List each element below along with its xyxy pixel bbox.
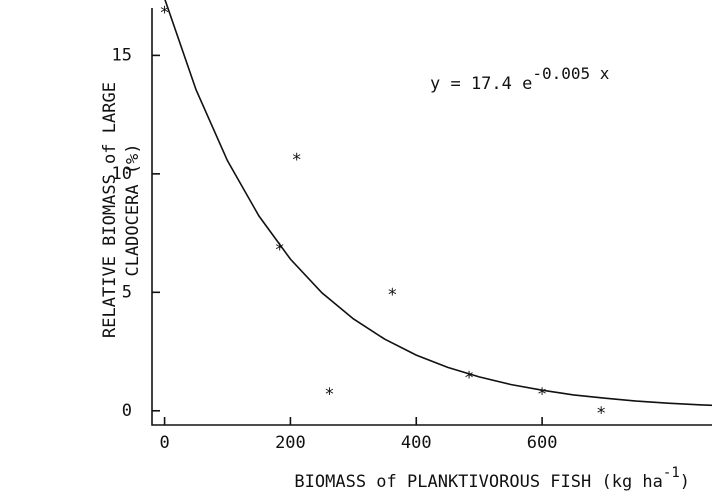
fit-curve [164, 0, 713, 407]
axes [151, 8, 712, 426]
y-axis-label: CLADOCERA (%) [123, 143, 143, 276]
equation-text: y = 17.4 e [430, 74, 532, 94]
point: ∗ [159, 0, 169, 20]
point: ∗ [387, 282, 397, 302]
point: ∗ [596, 400, 606, 420]
y-tick-label: 10 [112, 164, 132, 184]
x-tick-label: 600 [527, 433, 558, 453]
x-tick-label: 400 [401, 433, 432, 453]
point: ∗ [537, 381, 547, 401]
y-tick-label: 0 [122, 401, 132, 421]
x-axis-label: BIOMASS of PLANKTIVOROUS FISH (kg ha-1) [294, 465, 690, 492]
y-tick-label: 15 [112, 45, 132, 65]
equation: y = 17.4 e-0.005 x [430, 64, 610, 95]
y-axis-label: RELATIVE BIOMASS of LARGE [100, 82, 120, 338]
point: ∗ [324, 381, 334, 401]
x-axis-label-suffix: ) [680, 472, 690, 492]
point: ∗ [275, 237, 285, 257]
x-axis-label-sup: -1 [663, 465, 680, 481]
x-tick-label: 0 [159, 433, 169, 453]
x-tick-label: 200 [275, 433, 306, 453]
equation-sup: -0.005 x [532, 64, 609, 83]
y-tick-label: 5 [122, 282, 132, 302]
x-axis-label-text: BIOMASS of PLANKTIVOROUS FISH (kg ha [294, 472, 662, 492]
point: ∗ [464, 365, 474, 385]
point: ∗ [292, 147, 302, 167]
